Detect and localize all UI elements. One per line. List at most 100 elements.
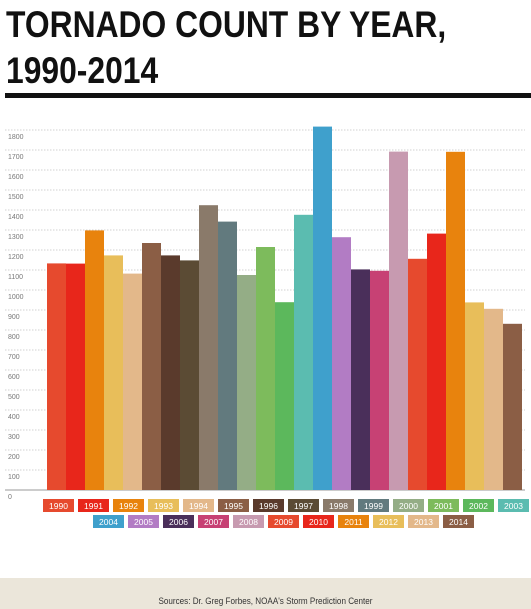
legend-label-2006: 2006 bbox=[169, 517, 188, 527]
bar-2004 bbox=[313, 126, 332, 490]
legend-swatch-2006 bbox=[163, 515, 194, 528]
legend-label-1998: 1998 bbox=[329, 501, 348, 511]
legend-label-2003: 2003 bbox=[504, 501, 523, 511]
legend-swatch-2009 bbox=[268, 515, 299, 528]
legend-swatch-1993 bbox=[148, 499, 179, 512]
legend-label-1994: 1994 bbox=[189, 501, 208, 511]
y-tick-label: 500 bbox=[8, 394, 20, 401]
bar-1995 bbox=[142, 243, 161, 490]
legend-swatch-1990 bbox=[43, 499, 74, 512]
legend-label-2012: 2012 bbox=[379, 517, 398, 527]
y-axis-ticks: 0 100 200 300 400 500 600 700 800 900 1000 1100 1200… bbox=[8, 134, 24, 501]
legend-label-2011: 2011 bbox=[344, 517, 363, 527]
bars bbox=[47, 126, 522, 491]
y-tick-label: 200 bbox=[8, 454, 20, 461]
y-tick-label: 1800 bbox=[8, 134, 24, 141]
bar-1998 bbox=[199, 205, 218, 490]
legend-swatch-1995 bbox=[218, 499, 249, 512]
y-tick-label: 1100 bbox=[8, 274, 23, 281]
legend-label-1991: 1991 bbox=[84, 501, 103, 511]
y-tick-label: 400 bbox=[8, 414, 20, 421]
y-tick-label: 1500 bbox=[8, 194, 24, 201]
bar-2005 bbox=[332, 237, 351, 490]
legend-label-1999: 1999 bbox=[364, 501, 383, 511]
legend-label-2010: 2010 bbox=[309, 517, 328, 527]
bar-2008 bbox=[389, 151, 408, 490]
legend-label-2008: 2008 bbox=[239, 517, 258, 527]
legend-swatch-2003 bbox=[498, 499, 529, 512]
legend-swatch-2008 bbox=[233, 515, 264, 528]
y-tick-label: 0 bbox=[8, 494, 12, 501]
legend-label-2000: 2000 bbox=[399, 501, 418, 511]
legend-label-2001: 2001 bbox=[434, 501, 453, 511]
bar-1993 bbox=[104, 255, 123, 490]
legend-label-1992: 1992 bbox=[119, 501, 138, 511]
legend-label-2014: 2014 bbox=[449, 517, 468, 527]
legend-label-2013: 2013 bbox=[414, 517, 433, 527]
bar-1994 bbox=[123, 273, 142, 490]
legend-swatch-2000 bbox=[393, 499, 424, 512]
legend-swatch-1991 bbox=[78, 499, 109, 512]
y-tick-label: 1400 bbox=[8, 214, 24, 221]
y-tick-label: 1200 bbox=[8, 254, 24, 261]
y-tick-label: 100 bbox=[8, 474, 20, 481]
legend: 1990 1991 1992 1993 1994 1995 1996 1997 1998 1999… bbox=[43, 499, 529, 528]
legend-swatch-1998 bbox=[323, 499, 354, 512]
y-tick-label: 700 bbox=[8, 354, 20, 361]
source-note: Sources: Dr. Greg Forbes, NOAA's Storm P… bbox=[158, 596, 373, 606]
legend-label-2004: 2004 bbox=[99, 517, 118, 527]
legend-label-2002: 2002 bbox=[469, 501, 488, 511]
legend-swatch-2004 bbox=[93, 515, 124, 528]
legend-label-2007: 2007 bbox=[204, 517, 223, 527]
y-tick-label: 1300 bbox=[8, 234, 24, 241]
bar-chart: 0 100 200 300 400 500 600 700 800 900 1000 1100 1200… bbox=[5, 126, 529, 528]
bar-1999 bbox=[218, 221, 237, 490]
legend-label-1995: 1995 bbox=[224, 501, 243, 511]
legend-swatch-2011 bbox=[338, 515, 369, 528]
bar-2002 bbox=[275, 302, 294, 490]
footer-band bbox=[0, 578, 531, 609]
legend-swatch-1996 bbox=[253, 499, 284, 512]
y-tick-label: 800 bbox=[8, 334, 20, 341]
legend-label-1997: 1997 bbox=[294, 501, 313, 511]
y-tick-label: 300 bbox=[8, 434, 20, 441]
legend-swatch-2002 bbox=[463, 499, 494, 512]
legend-label-1993: 1993 bbox=[154, 501, 173, 511]
legend-label-1990: 1990 bbox=[49, 501, 68, 511]
legend-swatch-2013 bbox=[408, 515, 439, 528]
y-tick-label: 600 bbox=[8, 374, 20, 381]
bar-2012 bbox=[465, 302, 484, 490]
bar-2009 bbox=[408, 258, 427, 490]
bar-1990 bbox=[47, 263, 66, 490]
bar-1992 bbox=[85, 230, 104, 490]
legend-label-2009: 2009 bbox=[274, 517, 293, 527]
bar-2013 bbox=[484, 308, 503, 490]
legend-swatch-1992 bbox=[113, 499, 144, 512]
bar-2000 bbox=[237, 275, 256, 490]
legend-swatch-2012 bbox=[373, 515, 404, 528]
legend-swatch-1997 bbox=[288, 499, 319, 512]
legend-swatch-2007 bbox=[198, 515, 229, 528]
bar-2001 bbox=[256, 247, 275, 490]
chart-title: TORNADO COUNT BY YEAR, 1990-2014 bbox=[6, 4, 447, 91]
bar-1996 bbox=[161, 255, 180, 490]
y-tick-label: 1700 bbox=[8, 154, 24, 161]
bar-2006 bbox=[351, 269, 370, 490]
legend-swatch-1999 bbox=[358, 499, 389, 512]
bar-2014 bbox=[503, 323, 522, 490]
legend-swatch-2005 bbox=[128, 515, 159, 528]
bar-2011 bbox=[446, 151, 465, 491]
bar-1991 bbox=[66, 263, 85, 490]
y-tick-label: 1600 bbox=[8, 174, 24, 181]
legend-swatch-2014 bbox=[443, 515, 474, 528]
bar-2010 bbox=[427, 233, 446, 490]
bar-2007 bbox=[370, 270, 389, 490]
legend-label-2005: 2005 bbox=[134, 517, 153, 527]
bar-2003 bbox=[294, 214, 313, 491]
title-rule bbox=[5, 93, 531, 98]
y-tick-label: 900 bbox=[8, 314, 20, 321]
legend-label-1996: 1996 bbox=[259, 501, 278, 511]
bar-1997 bbox=[180, 260, 199, 490]
legend-swatch-2010 bbox=[303, 515, 334, 528]
y-tick-label: 1000 bbox=[8, 294, 24, 301]
